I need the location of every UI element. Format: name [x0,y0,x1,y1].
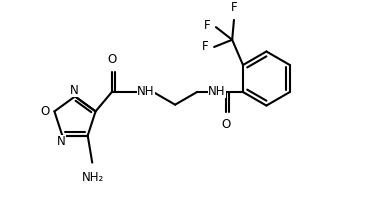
Text: F: F [204,19,211,32]
Text: F: F [230,1,237,14]
Text: N: N [70,84,78,97]
Text: O: O [41,105,50,118]
Text: NH₂: NH₂ [82,171,104,184]
Text: O: O [107,53,116,66]
Text: F: F [202,40,209,54]
Text: NH: NH [208,85,225,98]
Text: O: O [221,118,230,131]
Text: N: N [57,135,66,148]
Text: NH: NH [137,85,155,98]
